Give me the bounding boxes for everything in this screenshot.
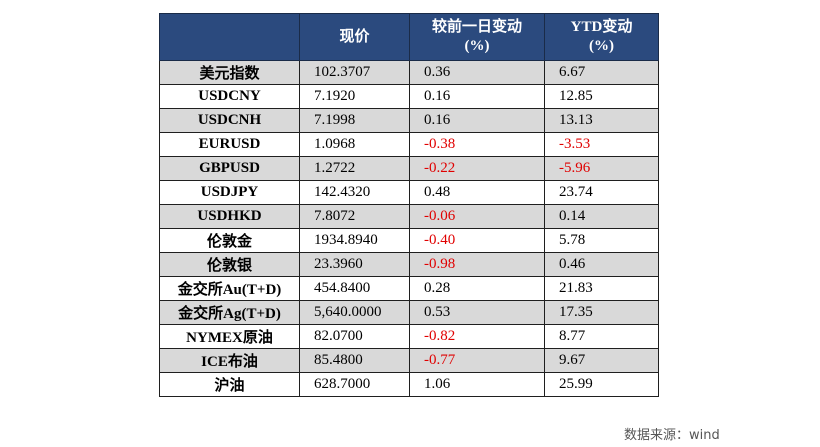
cell-day-change: 0.53 <box>409 300 545 325</box>
table-row: EURUSD 1.0968 -0.38 -3.53 <box>159 132 659 157</box>
table-row: USDJPY 142.4320 0.48 23.74 <box>159 180 659 205</box>
cell-name: 金交所Au(T+D) <box>159 276 300 301</box>
cell-day-change: -0.82 <box>409 324 545 349</box>
cell-day-change: -0.06 <box>409 204 545 229</box>
cell-name: USDCNY <box>159 84 300 109</box>
cell-price: 7.8072 <box>299 204 410 229</box>
cell-day-change: -0.22 <box>409 156 545 181</box>
table-header: 现价 较前一日变动 (%) YTD变动 (%) <box>159 13 659 61</box>
table-body: 美元指数 102.3707 0.36 6.67 USDCNY 7.1920 0.16 12.8… <box>159 60 659 397</box>
cell-price: 7.1998 <box>299 108 410 133</box>
cell-ytd-change: 13.13 <box>544 108 659 133</box>
table-row: 金交所Au(T+D) 454.8400 0.28 21.83 <box>159 276 659 301</box>
cell-ytd-change: 5.78 <box>544 228 659 253</box>
cell-name: NYMEX原油 <box>159 324 300 349</box>
cell-ytd-change: 23.74 <box>544 180 659 205</box>
header-name <box>159 13 300 61</box>
cell-name: USDCNH <box>159 108 300 133</box>
cell-day-change: 0.28 <box>409 276 545 301</box>
cell-day-change: 0.16 <box>409 84 545 109</box>
cell-day-change: 0.16 <box>409 108 545 133</box>
cell-name: EURUSD <box>159 132 300 157</box>
cell-price: 1.2722 <box>299 156 410 181</box>
table-row: NYMEX原油 82.0700 -0.82 8.77 <box>159 324 659 349</box>
table-row: USDCNY 7.1920 0.16 12.85 <box>159 84 659 109</box>
header-ytd-change-unit: (%) <box>589 38 614 54</box>
cell-price: 5,640.0000 <box>299 300 410 325</box>
cell-day-change: -0.40 <box>409 228 545 253</box>
cell-ytd-change: -5.96 <box>544 156 659 181</box>
table-row: 沪油 628.7000 1.06 25.99 <box>159 372 659 397</box>
cell-name: 金交所Ag(T+D) <box>159 300 300 325</box>
cell-day-change: 0.48 <box>409 180 545 205</box>
data-source-note: 数据来源：wind <box>624 428 720 443</box>
header-day-change-title: 较前一日变动 <box>431 19 522 35</box>
cell-name: ICE布油 <box>159 348 300 373</box>
cell-price: 102.3707 <box>299 60 410 85</box>
header-price: 现价 <box>299 13 410 61</box>
cell-ytd-change: 25.99 <box>544 372 659 397</box>
table-row: 美元指数 102.3707 0.36 6.67 <box>159 60 659 85</box>
cell-price: 7.1920 <box>299 84 410 109</box>
cell-ytd-change: 17.35 <box>544 300 659 325</box>
table-row: USDHKD 7.8072 -0.06 0.14 <box>159 204 659 229</box>
cell-day-change: 0.36 <box>409 60 545 85</box>
cell-ytd-change: 9.67 <box>544 348 659 373</box>
table-row: 伦敦银 23.3960 -0.98 0.46 <box>159 252 659 277</box>
cell-day-change: 1.06 <box>409 372 545 397</box>
cell-ytd-change: 6.67 <box>544 60 659 85</box>
cell-name: 沪油 <box>159 372 300 397</box>
cell-name: 伦敦银 <box>159 252 300 277</box>
cell-price: 1934.8940 <box>299 228 410 253</box>
cell-day-change: -0.98 <box>409 252 545 277</box>
cell-name: GBPUSD <box>159 156 300 181</box>
cell-ytd-change: 21.83 <box>544 276 659 301</box>
table-row: 金交所Ag(T+D) 5,640.0000 0.53 17.35 <box>159 300 659 325</box>
header-ytd-change: YTD变动 (%) <box>544 13 659 61</box>
cell-ytd-change: 8.77 <box>544 324 659 349</box>
table-row: GBPUSD 1.2722 -0.22 -5.96 <box>159 156 659 181</box>
table-row: ICE布油 85.4800 -0.77 9.67 <box>159 348 659 373</box>
cell-name: 美元指数 <box>159 60 300 85</box>
cell-price: 628.7000 <box>299 372 410 397</box>
cell-day-change: -0.38 <box>409 132 545 157</box>
cell-name: 伦敦金 <box>159 228 300 253</box>
cell-name: USDHKD <box>159 204 300 229</box>
header-day-change-unit: (%) <box>464 38 490 54</box>
cell-day-change: -0.77 <box>409 348 545 373</box>
cell-name: USDJPY <box>159 180 300 205</box>
cell-price: 85.4800 <box>299 348 410 373</box>
cell-price: 23.3960 <box>299 252 410 277</box>
header-ytd-change-title: YTD变动 <box>570 19 633 35</box>
cell-ytd-change: -3.53 <box>544 132 659 157</box>
cell-ytd-change: 0.46 <box>544 252 659 277</box>
cell-price: 454.8400 <box>299 276 410 301</box>
cell-ytd-change: 12.85 <box>544 84 659 109</box>
table-row: 伦敦金 1934.8940 -0.40 5.78 <box>159 228 659 253</box>
table-row: USDCNH 7.1998 0.16 13.13 <box>159 108 659 133</box>
cell-price: 82.0700 <box>299 324 410 349</box>
cell-ytd-change: 0.14 <box>544 204 659 229</box>
cell-price: 142.4320 <box>299 180 410 205</box>
header-day-change: 较前一日变动 (%) <box>409 13 545 61</box>
market-quotes-table: 现价 较前一日变动 (%) YTD变动 (%) 美元指数 102.3707 0.36… <box>159 13 659 397</box>
cell-price: 1.0968 <box>299 132 410 157</box>
